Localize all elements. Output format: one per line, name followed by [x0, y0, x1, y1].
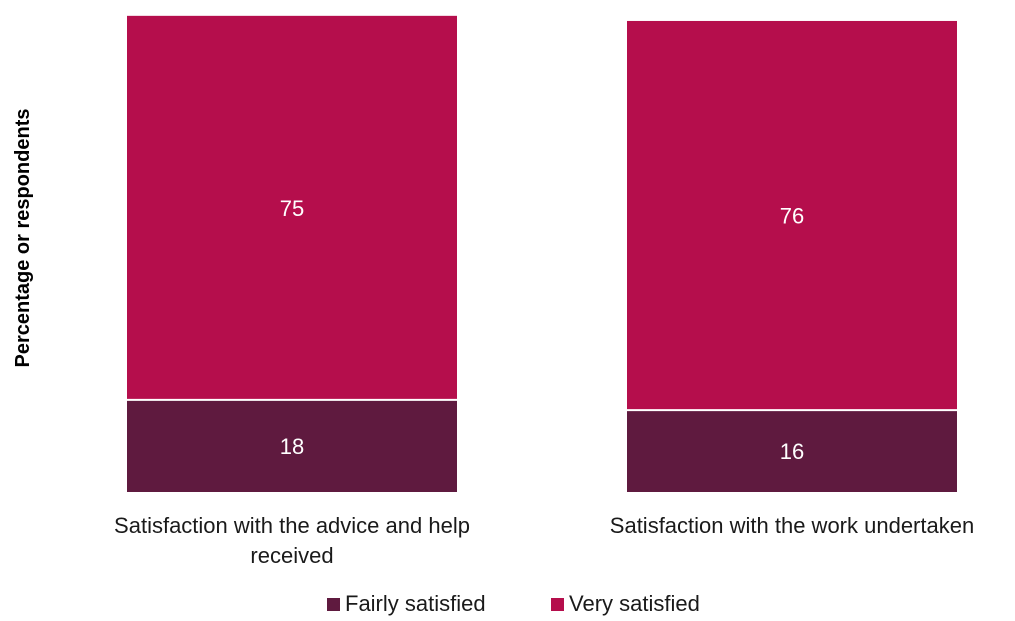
legend-label-fairly-satisfied: Fairly satisfied — [345, 591, 486, 616]
data-label-very-satisfied-1: 75 — [280, 196, 304, 221]
y-axis-label: Percentage or respondents — [12, 109, 34, 368]
bar-very-satisfied-2 — [627, 20, 957, 411]
legend-label-very-satisfied: Very satisfied — [569, 591, 700, 616]
category-label-2: Satisfaction with the work undertaken — [610, 513, 974, 538]
bar-fairly-satisfied-2 — [627, 410, 957, 492]
data-label-fairly-satisfied-2: 16 — [780, 439, 804, 464]
legend: Fairly satisfied Very satisfied — [327, 591, 700, 616]
legend-swatch-very-satisfied — [551, 598, 564, 611]
bar-very-satisfied-1 — [127, 15, 457, 400]
category-label-1: Satisfaction with the advice and help rec… — [114, 513, 470, 568]
data-label-fairly-satisfied-1: 18 — [280, 434, 304, 459]
data-label-very-satisfied-2: 76 — [780, 204, 804, 229]
category-labels-layer: Satisfaction with the advice and help rec… — [114, 513, 974, 568]
bars-layer — [127, 15, 957, 492]
bar-fairly-satisfied-1 — [127, 399, 457, 492]
legend-swatch-fairly-satisfied — [327, 598, 340, 611]
data-labels-layer: 18 75 16 76 — [280, 196, 804, 464]
